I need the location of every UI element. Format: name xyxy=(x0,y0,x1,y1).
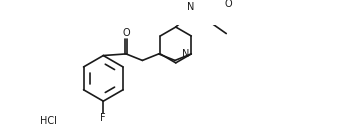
Text: O: O xyxy=(225,0,232,9)
Text: HCl: HCl xyxy=(40,116,57,126)
Text: F: F xyxy=(101,113,106,123)
Text: N: N xyxy=(187,2,194,12)
Text: N: N xyxy=(182,49,190,59)
Text: O: O xyxy=(122,28,130,38)
